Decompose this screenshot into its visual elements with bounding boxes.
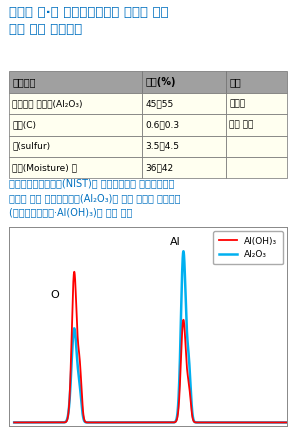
Bar — [9, 157, 142, 178]
Bar — [9, 93, 142, 114]
Text: 수분(Moisture) 등: 수분(Moisture) 등 — [12, 163, 77, 172]
Text: 일부 흑연: 일부 흑연 — [229, 120, 253, 129]
Text: 36～42: 36～42 — [146, 163, 174, 172]
Bar — [142, 93, 226, 114]
Text: 알루미늄 산화물(Al₂O₃): 알루미늄 산화물(Al₂O₃) — [12, 99, 83, 108]
Text: 비결정: 비결정 — [229, 99, 245, 108]
Bar — [226, 114, 287, 136]
Bar — [9, 114, 142, 136]
Text: 45～55: 45～55 — [146, 99, 174, 108]
Bar — [9, 136, 142, 157]
Text: 비고: 비고 — [229, 77, 241, 87]
Legend: Al(OH)₃, Al₂O₃: Al(OH)₃, Al₂O₃ — [213, 231, 282, 265]
Text: 0.6～0.3: 0.6～0.3 — [146, 120, 180, 129]
Bar — [142, 71, 226, 93]
Bar — [226, 136, 287, 157]
Text: O: O — [51, 290, 59, 300]
Text: 함량(%): 함량(%) — [146, 77, 176, 87]
Text: 검출물질: 검출물질 — [12, 77, 36, 87]
Bar — [226, 157, 287, 178]
Bar — [142, 114, 226, 136]
Text: 미국표준기술연구소(NIST)의 에너지분광기 시뮬레이션을
사용해 얻은 산화알루미늄(Al₂O₃)의 분석 결과와 깁사이트
(수산화알루미늄·Al(OH): 미국표준기술연구소(NIST)의 에너지분광기 시뮬레이션을 사용해 얻은 산화… — [9, 178, 180, 217]
Bar — [226, 71, 287, 93]
Text: 황(sulfur): 황(sulfur) — [12, 142, 50, 151]
Text: Al: Al — [170, 237, 181, 247]
Bar — [9, 71, 142, 93]
Text: 3.5～4.5: 3.5～4.5 — [146, 142, 180, 151]
Bar — [142, 136, 226, 157]
Bar — [142, 157, 226, 178]
Bar — [226, 93, 287, 114]
Text: 천안함 민·군 합동조사단에서 발표한 흡착
물질 성분 분석결과: 천안함 민·군 합동조사단에서 발표한 흡착 물질 성분 분석결과 — [9, 6, 168, 36]
Text: 탄소(C): 탄소(C) — [12, 120, 36, 129]
